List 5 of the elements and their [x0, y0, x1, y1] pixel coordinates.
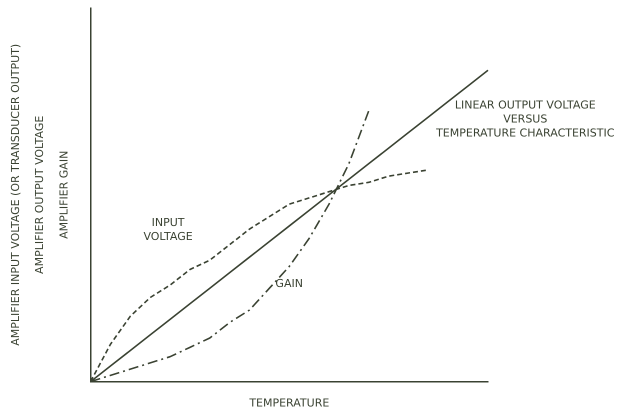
- x-axis-title: TEMPERATURE: [248, 396, 330, 410]
- series-label: LINEAR OUTPUT VOLTAGE VERSUS TEMPERATURE CHARACTERISTIC: [435, 98, 615, 140]
- series-label: GAIN: [275, 277, 303, 290]
- y-axis-title: AMPLIFIER INPUT VOLTAGE (OR TRANSDUCER OUTPUT) AMPLIFIER OUTPUT VOLTAGE AMPLIFIER GAIN: [8, 44, 70, 346]
- text: INPUT VOLTAGE: [143, 216, 193, 243]
